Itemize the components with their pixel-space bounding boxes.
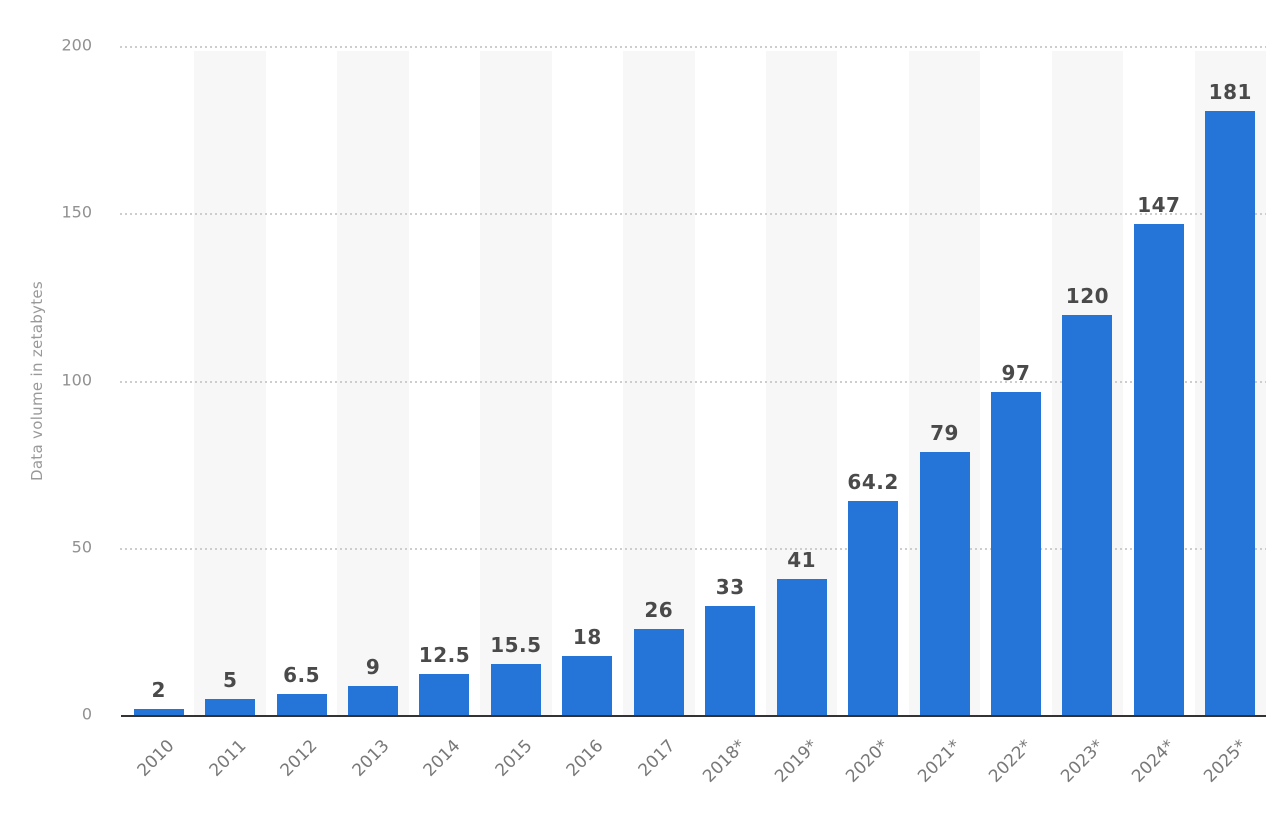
bar-2020* <box>848 501 899 716</box>
x-axis-label-2017: 2017 <box>634 736 679 781</box>
x-axis-label-2013: 2013 <box>348 736 394 781</box>
gridline-100 <box>120 380 1266 383</box>
x-axis-label-2020*: 2020* <box>842 736 894 787</box>
value-label-2016: 18 <box>572 624 602 649</box>
bar-2017 <box>633 629 684 716</box>
value-label-2013: 9 <box>365 654 381 679</box>
value-label-2019*: 41 <box>787 547 817 572</box>
value-label-2014: 12.5 <box>418 643 471 668</box>
value-label-2023*: 120 <box>1065 283 1110 308</box>
value-label-2011: 5 <box>222 668 238 693</box>
bar-2012 <box>276 694 327 716</box>
value-label-2010: 2 <box>151 678 166 703</box>
value-label-2021*: 79 <box>930 420 959 445</box>
gridline-200 <box>120 46 1266 48</box>
column-band-2013 <box>337 51 409 716</box>
bar-2024* <box>1133 224 1184 716</box>
x-axis-label-2016: 2016 <box>562 736 608 781</box>
x-axis-label-2015: 2015 <box>491 736 537 781</box>
y-tick-label-200: 200 <box>61 35 92 55</box>
value-label-2024*: 147 <box>1137 193 1181 218</box>
x-axis-label-2010: 2010 <box>134 736 179 781</box>
bar-2016 <box>562 655 613 716</box>
value-label-2017: 26 <box>644 598 674 623</box>
column-band-2015 <box>480 51 552 716</box>
value-label-2018*: 33 <box>715 574 745 599</box>
x-axis-line <box>121 715 1266 717</box>
value-label-2012: 6.5 <box>283 663 321 688</box>
value-label-2025*: 181 <box>1208 79 1252 104</box>
x-axis-label-2021*: 2021* <box>913 736 965 787</box>
bar-2015 <box>490 664 541 716</box>
column-band-2011 <box>194 51 266 716</box>
x-axis-label-2012: 2012 <box>277 736 322 781</box>
bar-2011 <box>205 699 256 716</box>
y-tick-label-50: 50 <box>71 537 92 557</box>
bar-2013 <box>348 685 399 716</box>
value-label-2022*: 97 <box>1001 360 1031 385</box>
column-band-2017 <box>623 51 695 716</box>
value-label-2020*: 64.2 <box>847 470 899 495</box>
x-axis-label-2018*: 2018* <box>699 736 751 787</box>
bar-2019* <box>776 578 827 716</box>
bar-2025* <box>1205 110 1256 716</box>
x-axis-label-2019*: 2019* <box>771 736 822 787</box>
x-axis-label-2014: 2014 <box>419 736 465 781</box>
gridline-150 <box>120 213 1266 216</box>
bar-2023* <box>1062 314 1113 716</box>
bar-2021* <box>919 451 970 716</box>
bar-2022* <box>990 391 1041 716</box>
x-axis-label-2011: 2011 <box>205 736 251 781</box>
y-tick-label-100: 100 <box>61 370 92 389</box>
y-tick-label-150: 150 <box>61 202 92 222</box>
x-axis-label-2022*: 2022* <box>985 736 1037 787</box>
x-axis-label-2024*: 2024* <box>1128 736 1179 787</box>
bar-2018* <box>705 605 756 716</box>
gridline-50 <box>120 547 1266 550</box>
x-axis-label-2023*: 2023* <box>1056 736 1108 787</box>
y-tick-label-0: 0 <box>81 704 92 724</box>
x-axis-label-2025*: 2025* <box>1199 736 1251 787</box>
bar-2010 <box>133 709 184 716</box>
value-label-2015: 15.5 <box>490 633 542 658</box>
bar-2014 <box>419 674 470 716</box>
